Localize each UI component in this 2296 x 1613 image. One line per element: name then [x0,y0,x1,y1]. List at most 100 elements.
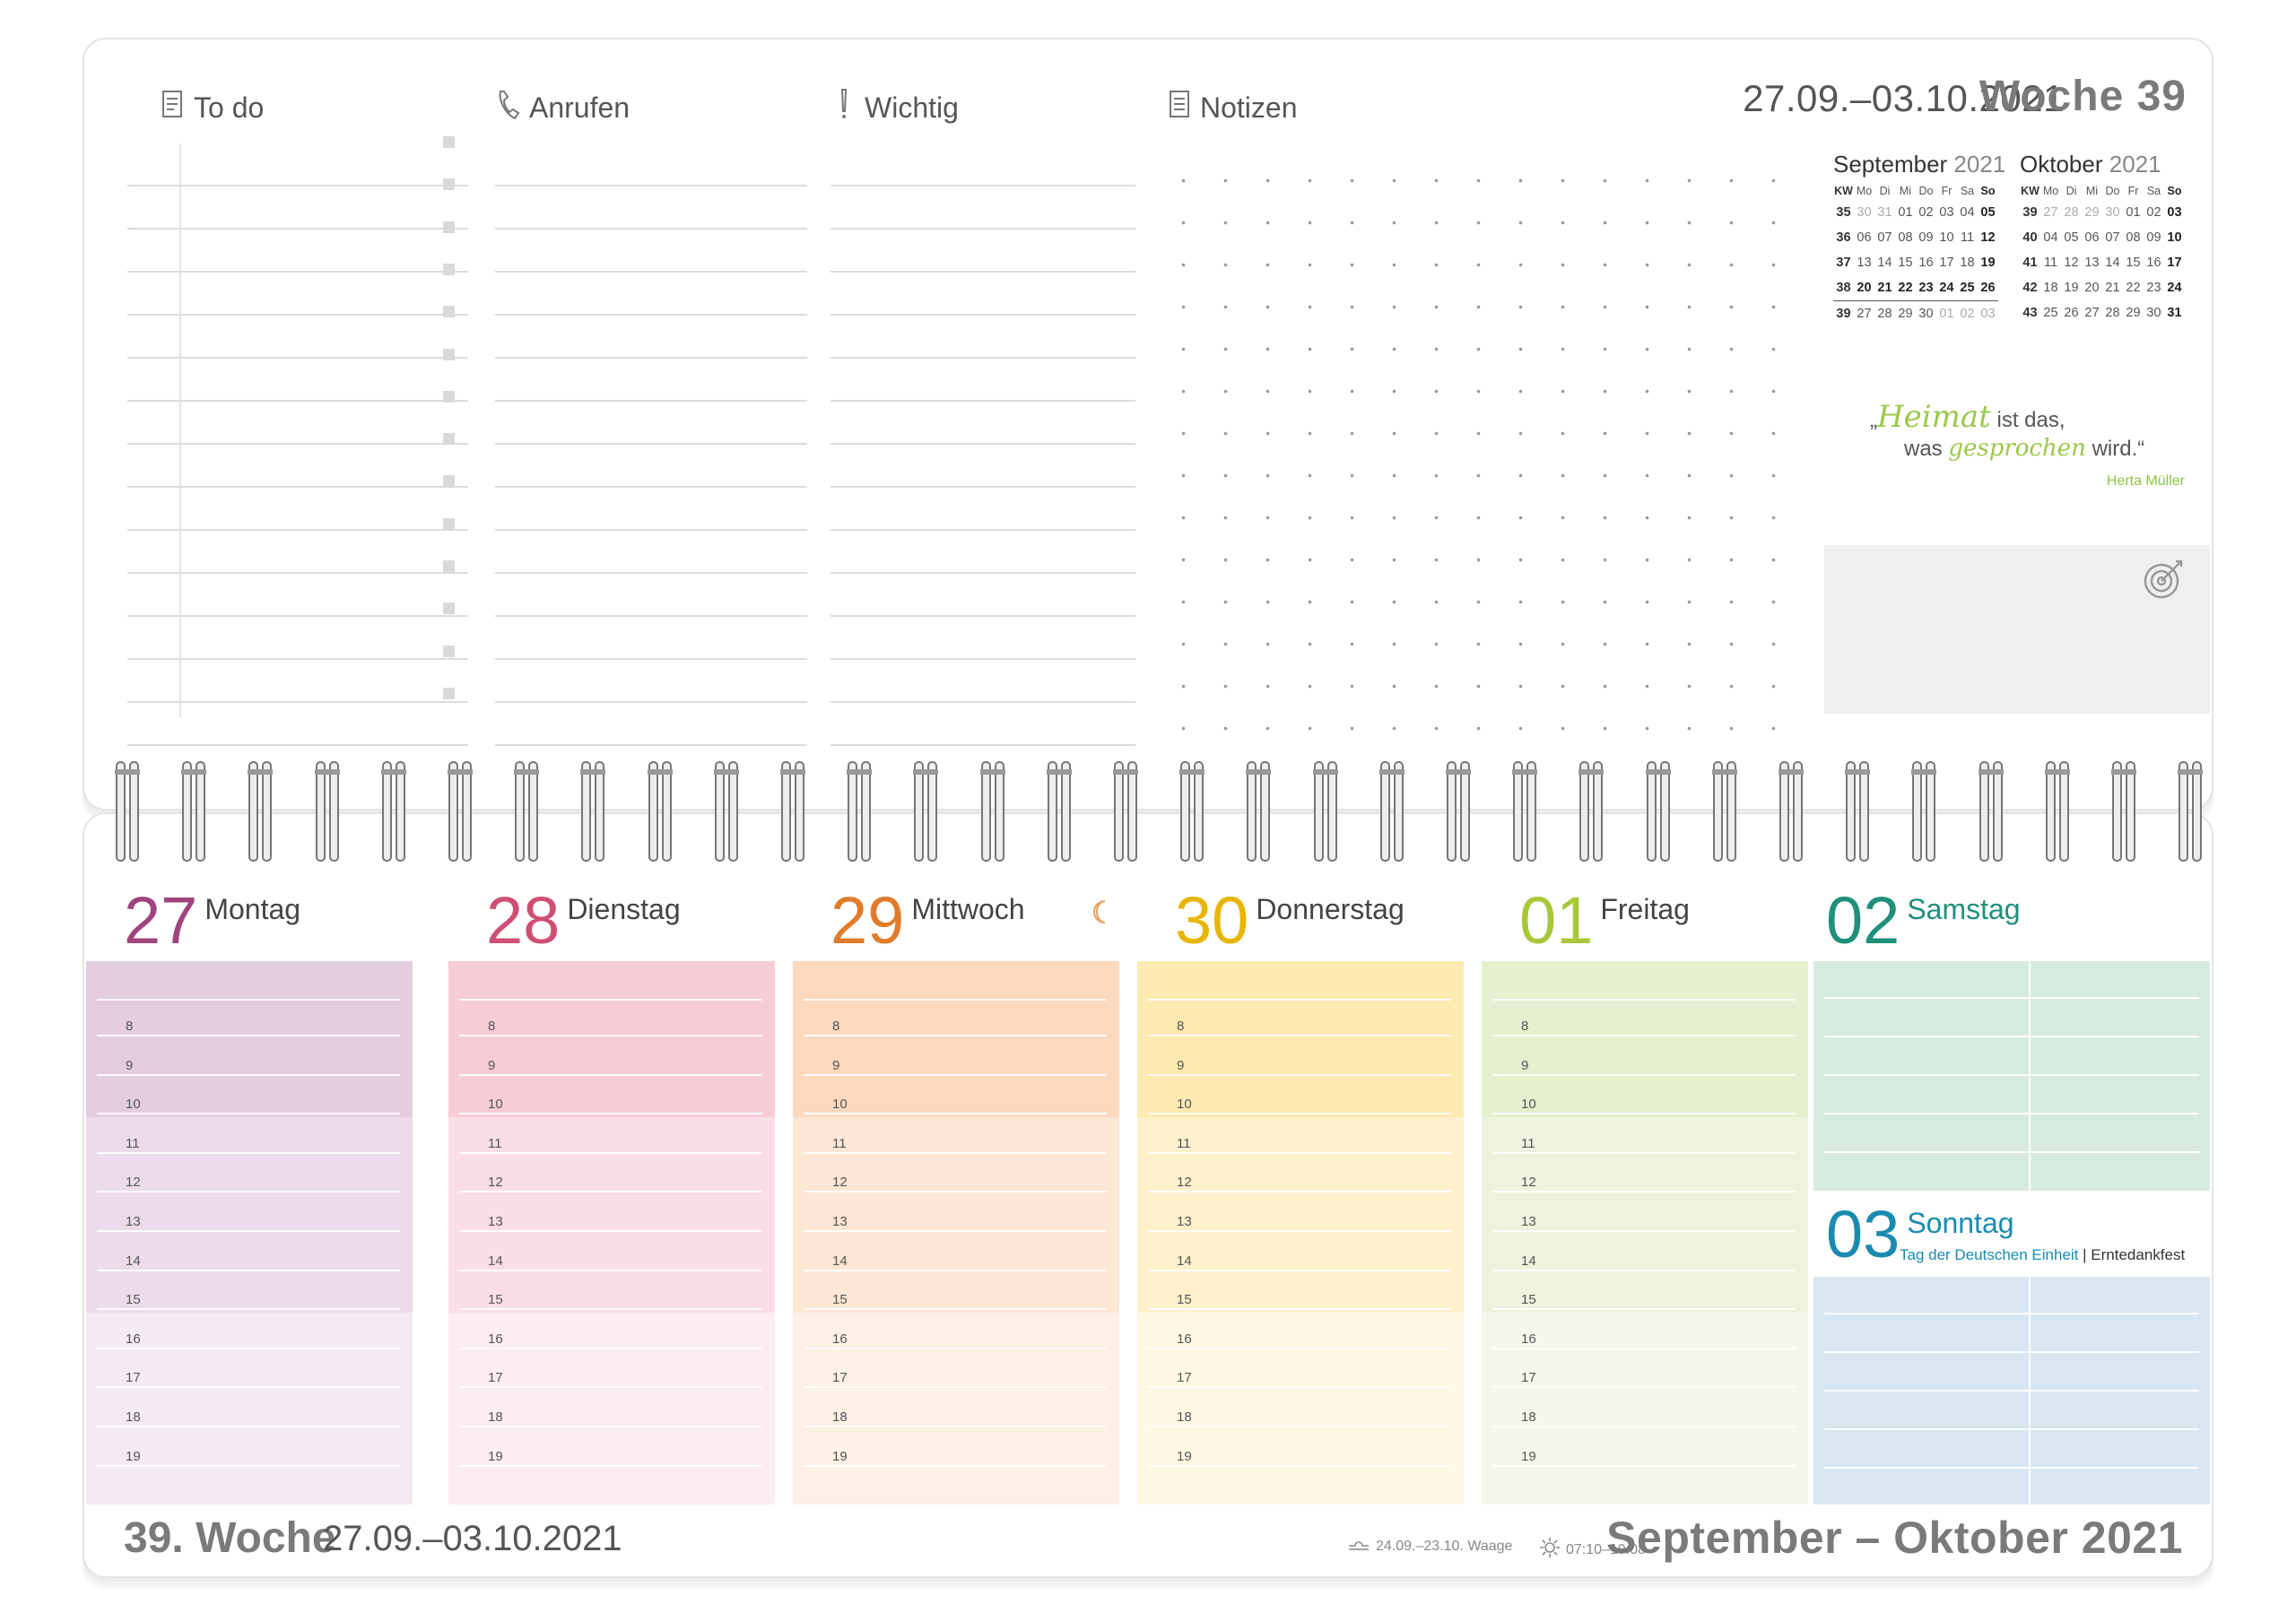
weekend-line[interactable] [1824,1313,2199,1314]
hour-slot[interactable]: 16 [1482,1312,1808,1351]
hour-slot[interactable]: 19 [1137,1429,1464,1469]
checkbox-square[interactable] [443,645,455,657]
ruled-line[interactable] [127,359,468,402]
hour-slot[interactable]: 15 [1137,1272,1464,1312]
ruled-line[interactable] [495,445,807,488]
hour-slot[interactable]: 17 [1482,1350,1808,1390]
hour-slot[interactable]: 14 [448,1234,775,1273]
weekend-line[interactable] [1824,1390,2199,1392]
weekend-line[interactable] [1824,1351,2199,1353]
hour-slot[interactable]: 15 [448,1272,775,1312]
ruled-line[interactable] [831,531,1135,574]
hour-slot[interactable]: 19 [86,1429,413,1469]
hour-slot[interactable]: 15 [1482,1272,1808,1312]
ruled-line[interactable] [831,273,1135,316]
ruled-line[interactable] [495,143,807,186]
wichtig-lines[interactable] [831,143,1135,746]
hour-slot[interactable]: 10 [448,1077,775,1116]
ruled-line[interactable] [495,703,807,746]
ruled-line[interactable] [495,230,807,273]
hour-slot[interactable]: 19 [1482,1429,1808,1469]
checkbox-square[interactable] [443,603,455,615]
hour-slot[interactable]: 13 [448,1194,775,1234]
ruled-line[interactable] [831,660,1135,703]
weekend-line[interactable] [1824,1074,2199,1076]
hour-slot[interactable]: 16 [1137,1312,1464,1351]
checkbox-square[interactable] [443,263,455,275]
day-column[interactable]: 8 9 10 11 12 13 14 15 16 17 18 19 [1482,961,1808,1505]
goal-box[interactable] [1824,545,2210,714]
hour-slot[interactable]: 18 [448,1390,775,1429]
hour-slot[interactable]: 15 [793,1272,1119,1312]
ruled-line[interactable] [495,574,807,617]
hour-slot[interactable]: 11 [793,1116,1119,1156]
hour-slot[interactable]: 8 [793,999,1119,1038]
ruled-line[interactable] [127,230,468,273]
hour-slot[interactable]: 19 [448,1429,775,1469]
ruled-line[interactable] [127,273,468,316]
ruled-line[interactable] [831,703,1135,746]
weekend-line[interactable] [1824,1113,2199,1114]
ruled-line[interactable] [127,143,468,186]
ruled-line[interactable] [127,488,468,531]
hour-slot[interactable]: 16 [86,1312,413,1351]
hour-slot[interactable]: 18 [86,1390,413,1429]
ruled-line[interactable] [831,488,1135,531]
ruled-line[interactable] [127,445,468,488]
checkbox-square[interactable] [443,433,455,446]
ruled-line[interactable] [495,402,807,445]
ruled-line[interactable] [495,359,807,402]
weekend-line[interactable] [1824,1467,2199,1469]
hour-slot[interactable]: 12 [793,1155,1119,1194]
hour-slot[interactable]: 11 [86,1116,413,1156]
day-column[interactable]: 8 9 10 11 12 13 14 15 16 17 18 19 [448,961,775,1505]
ruled-line[interactable] [831,230,1135,273]
ruled-line[interactable] [831,402,1135,445]
ruled-line[interactable] [831,617,1135,660]
hour-slot[interactable]: 13 [86,1194,413,1234]
ruled-line[interactable] [127,531,468,574]
ruled-line[interactable] [831,359,1135,402]
dot-grid[interactable] [1162,160,1797,751]
ruled-line[interactable] [127,617,468,660]
hour-slot[interactable]: 12 [1482,1155,1808,1194]
hour-slot[interactable]: 8 [448,999,775,1038]
day-column[interactable]: 8 9 10 11 12 13 14 15 16 17 18 19 [1137,961,1464,1505]
checkbox-square[interactable] [443,517,455,530]
hour-slot[interactable]: 13 [1137,1194,1464,1234]
weekend-line[interactable] [1824,1151,2199,1153]
checkbox-square[interactable] [443,687,455,699]
hour-slot[interactable]: 16 [448,1312,775,1351]
ruled-line[interactable] [495,273,807,316]
ruled-line[interactable] [495,531,807,574]
hour-slot[interactable]: 9 [86,1038,413,1078]
hour-slot[interactable]: 10 [1137,1077,1464,1116]
hour-slot[interactable]: 8 [1482,999,1808,1038]
hour-slot[interactable]: 17 [793,1350,1119,1390]
hour-slot[interactable]: 9 [793,1038,1119,1078]
hour-slot[interactable]: 18 [793,1390,1119,1429]
checkbox-square[interactable] [443,348,455,360]
hour-slot[interactable]: 17 [1137,1350,1464,1390]
todo-lines[interactable] [127,143,468,746]
hour-slot[interactable]: 10 [1482,1077,1808,1116]
hour-slot[interactable]: 12 [86,1155,413,1194]
anrufen-lines[interactable] [495,143,807,746]
ruled-line[interactable] [495,186,807,230]
weekend-line[interactable] [1824,997,2199,999]
hour-slot[interactable]: 12 [1137,1155,1464,1194]
ruled-line[interactable] [495,488,807,531]
ruled-line[interactable] [831,574,1135,617]
hour-slot[interactable]: 12 [448,1155,775,1194]
hour-slot[interactable]: 8 [86,999,413,1038]
ruled-line[interactable] [495,617,807,660]
ruled-line[interactable] [127,402,468,445]
ruled-line[interactable] [831,143,1135,186]
hour-slot[interactable]: 17 [448,1350,775,1390]
hour-slot[interactable]: 18 [1137,1390,1464,1429]
hour-slot[interactable]: 11 [448,1116,775,1156]
saturday-area[interactable] [1813,961,2210,1191]
ruled-line[interactable] [831,445,1135,488]
hour-slot[interactable]: 15 [86,1272,413,1312]
ruled-line[interactable] [127,316,468,359]
